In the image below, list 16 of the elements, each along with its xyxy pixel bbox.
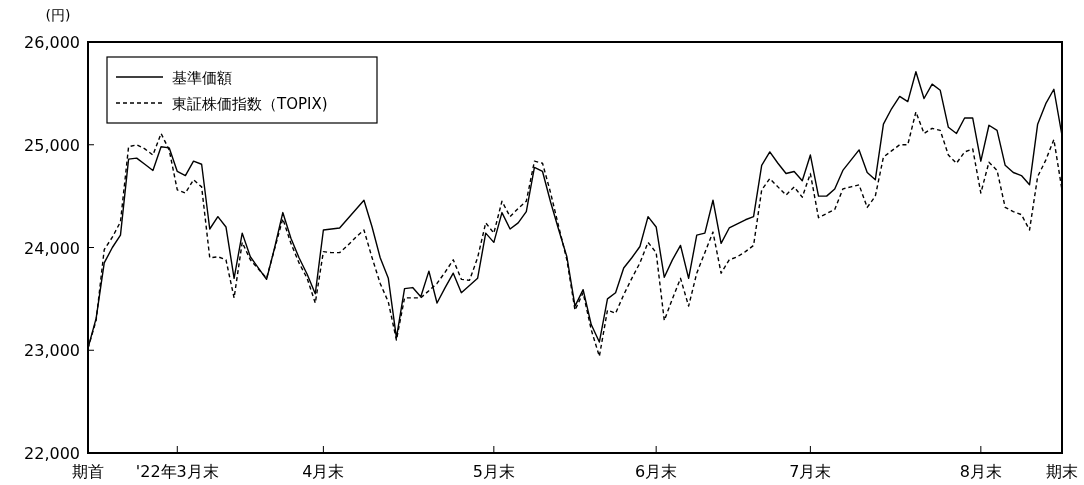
y-tick-label: 26,000 — [24, 33, 80, 52]
y-tick-label: 25,000 — [24, 135, 80, 155]
legend-label: 東証株価指数（TOPIX) — [172, 95, 328, 113]
x-tick-label: 4月末 — [302, 462, 345, 481]
legend-label: 基準価額 — [172, 69, 232, 87]
x-tick-label: 期末 — [1046, 462, 1078, 481]
x-tick-label: 期首 — [72, 462, 104, 481]
x-tick-label: '22年3月末 — [135, 462, 219, 481]
y-axis-title: (円) — [45, 7, 71, 23]
y-tick-label: 22,000 — [24, 444, 80, 463]
x-tick-label: 6月末 — [635, 462, 678, 481]
y-tick-label: 24,000 — [24, 238, 80, 258]
y-tick-label: 23,000 — [24, 341, 80, 361]
x-tick-label: 8月末 — [959, 462, 1002, 481]
x-tick-label: 7月末 — [789, 462, 832, 481]
x-tick-label: 5月末 — [472, 462, 515, 481]
